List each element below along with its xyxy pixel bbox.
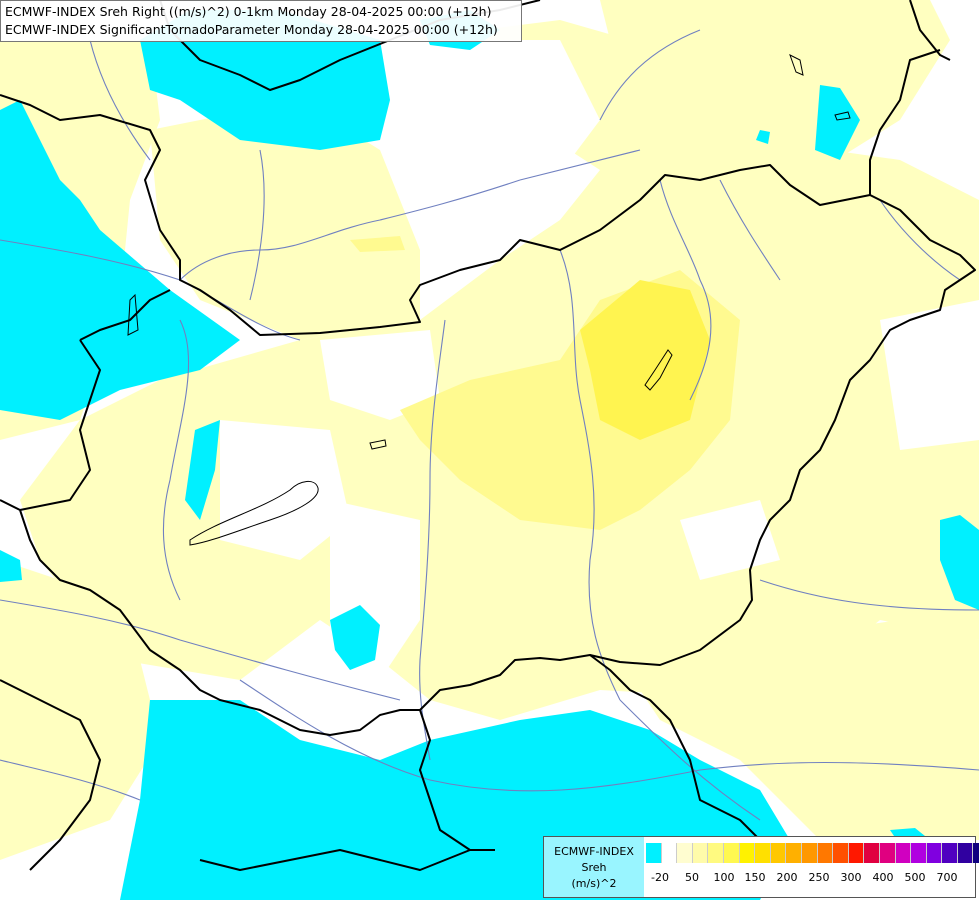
legend-swatch bbox=[692, 843, 709, 863]
legend-swatch bbox=[817, 843, 834, 863]
legend-swatch bbox=[973, 843, 979, 863]
lakes bbox=[127, 53, 851, 546]
legend-model: ECMWF-INDEX bbox=[554, 845, 634, 858]
legend-tick-label: 700 bbox=[936, 871, 958, 884]
legend-swatch bbox=[926, 843, 943, 863]
legend-swatch bbox=[833, 843, 849, 863]
map-title: ECMWF-INDEX Sreh Right ((m/s)^2) 0-1km M… bbox=[0, 0, 522, 42]
legend-swatch bbox=[739, 843, 756, 863]
rivers bbox=[0, 29, 979, 821]
legend-tick-label: 100 bbox=[713, 871, 735, 884]
legend-swatch bbox=[864, 843, 880, 863]
legend-label: ECMWF-INDEX Sreh (m/s)^2 bbox=[544, 837, 644, 897]
legend-unit: (m/s)^2 bbox=[571, 877, 617, 890]
legend-swatch bbox=[677, 843, 693, 863]
legend-swatch bbox=[755, 843, 771, 863]
legend-param: Sreh bbox=[581, 861, 607, 874]
legend-swatch bbox=[723, 843, 740, 863]
legend-swatch bbox=[848, 843, 865, 863]
legend-tick-label: 150 bbox=[744, 871, 766, 884]
legend-ticks: -20 50 100 150 200 250 300 400 500 700 bbox=[644, 871, 974, 889]
legend-tick-label: 300 bbox=[840, 871, 862, 884]
legend-swatch bbox=[895, 843, 912, 863]
legend-tick-label: 250 bbox=[808, 871, 830, 884]
title-line-1: ECMWF-INDEX Sreh Right ((m/s)^2) 0-1km M… bbox=[5, 4, 492, 19]
yellow-hotspot bbox=[350, 236, 740, 530]
legend-tick-label: 500 bbox=[904, 871, 926, 884]
legend-swatch bbox=[708, 843, 724, 863]
legend-swatch bbox=[801, 843, 818, 863]
legend-tick-label: -20 bbox=[651, 871, 669, 884]
legend-tick-label: 400 bbox=[872, 871, 894, 884]
legend-swatch bbox=[770, 843, 787, 863]
legend-tick-label: 50 bbox=[685, 871, 699, 884]
legend-swatch bbox=[646, 843, 662, 863]
legend-swatch bbox=[661, 843, 678, 863]
legend-swatch bbox=[879, 843, 896, 863]
legend-swatches bbox=[646, 843, 979, 863]
legend-swatch bbox=[957, 843, 974, 863]
legend-tick-label: 200 bbox=[776, 871, 798, 884]
color-legend: ECMWF-INDEX Sreh (m/s)^2 -20 50 100 150 200 2… bbox=[543, 836, 979, 898]
legend-swatch bbox=[911, 843, 927, 863]
title-line-2: ECMWF-INDEX SignificantTornadoParameter … bbox=[5, 22, 498, 37]
legend-swatch bbox=[786, 843, 802, 863]
white-areas bbox=[220, 40, 979, 680]
legend-swatch bbox=[942, 843, 958, 863]
